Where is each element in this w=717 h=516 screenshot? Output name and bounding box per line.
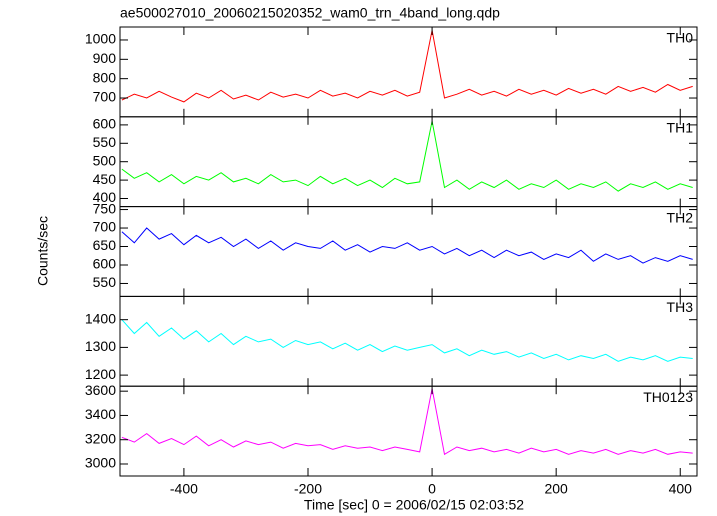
y-tick-label: 450	[93, 171, 117, 187]
chart-title: ae500027010_20060215020352_wam0_trn_4ban…	[120, 5, 500, 21]
x-tick-label: 400	[669, 481, 693, 497]
series-label: TH2	[667, 209, 694, 225]
y-axis-label: Counts/sec	[35, 216, 51, 286]
light-curve	[121, 319, 693, 362]
y-tick-label: 1400	[85, 310, 116, 326]
series-label: TH3	[667, 299, 694, 315]
y-tick-label: 600	[93, 256, 117, 272]
x-tick-label: 0	[428, 481, 436, 497]
y-tick-label: 750	[93, 200, 117, 216]
y-tick-label: 1200	[85, 366, 116, 382]
y-tick-label: 1300	[85, 338, 116, 354]
series-label: TH0123	[643, 389, 693, 405]
y-tick-label: 550	[93, 134, 117, 150]
y-tick-label: 400	[93, 189, 117, 205]
series-label: TH1	[667, 120, 694, 136]
x-tick-label: -200	[294, 481, 322, 497]
x-axis-label: Time [sec] 0 = 2006/02/15 02:03:52	[304, 497, 524, 513]
y-tick-label: 700	[93, 219, 117, 235]
y-tick-label: 650	[93, 237, 117, 253]
x-tick-label: 200	[544, 481, 568, 497]
light-curve	[121, 30, 693, 103]
y-tick-label: 800	[93, 69, 117, 85]
y-tick-label: 700	[93, 89, 117, 105]
y-tick-label: 900	[93, 50, 117, 66]
light-curve	[121, 388, 693, 456]
y-tick-label: 600	[93, 116, 117, 132]
light-curve	[121, 227, 693, 264]
y-tick-label: 3600	[85, 382, 116, 398]
y-tick-label: 550	[93, 274, 117, 290]
y-tick-label: 3400	[85, 406, 116, 422]
y-tick-label: 1000	[85, 31, 116, 47]
x-tick-label: -400	[170, 481, 198, 497]
y-tick-label: 3200	[85, 430, 116, 446]
y-tick-label: 3000	[85, 455, 116, 471]
panel-frame	[119, 385, 698, 477]
light-curve	[121, 121, 693, 192]
y-tick-label: 500	[93, 152, 117, 168]
series-label: TH0	[667, 30, 694, 46]
